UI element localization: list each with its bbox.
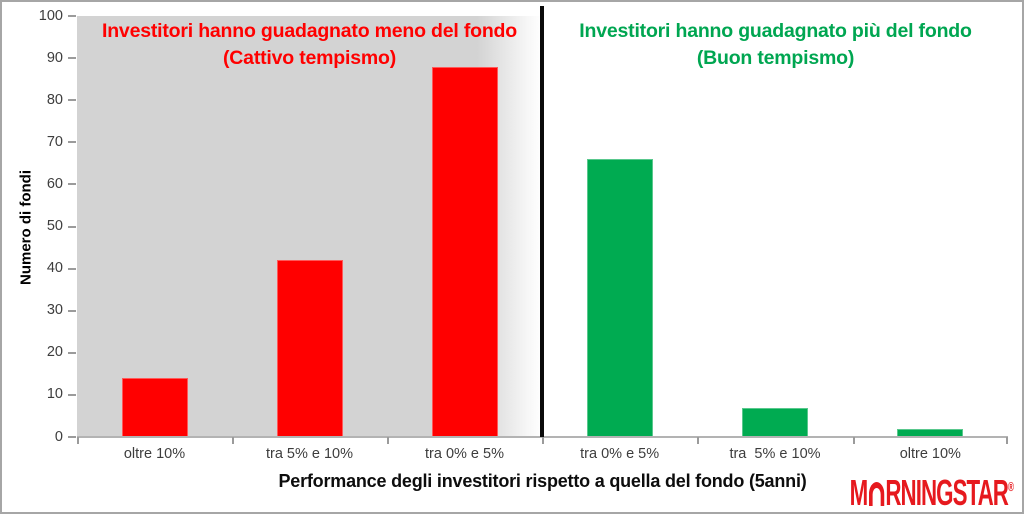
x-category-label: oltre 10% bbox=[899, 446, 961, 462]
y-tick-label: 10 bbox=[46, 386, 63, 403]
x-category-label: tra 5% e 10% bbox=[729, 446, 821, 462]
y-tick-label: 0 bbox=[54, 428, 63, 445]
bad-timing-title: Investitori hanno guadagnato meno del fo… bbox=[77, 18, 542, 72]
x-tick bbox=[852, 437, 855, 444]
morningstar-logo: M RNINGSTAR® bbox=[850, 468, 1014, 512]
y-tick bbox=[68, 225, 76, 228]
y-tick bbox=[68, 436, 76, 438]
y-tick bbox=[68, 309, 76, 312]
y-tick-label: 70 bbox=[46, 133, 63, 150]
x-category-label: tra 5% e 10% bbox=[265, 446, 354, 462]
registered-trademark-icon: ® bbox=[1008, 479, 1014, 494]
good-timing-title-line2: (Buon tempismo) bbox=[696, 47, 855, 69]
y-tick bbox=[68, 99, 76, 102]
y-tick bbox=[68, 393, 76, 396]
bar-good-timing-2 bbox=[742, 407, 808, 437]
y-tick bbox=[68, 57, 76, 60]
y-tick-label: 30 bbox=[46, 302, 63, 319]
y-tick-label: 40 bbox=[46, 260, 63, 277]
bad-timing-title-line1: Investitori hanno guadagnato meno del fo… bbox=[102, 20, 517, 42]
logo-letter-m: M bbox=[849, 472, 869, 513]
x-tick bbox=[232, 437, 234, 444]
logo-arc-o-icon bbox=[868, 482, 885, 506]
y-tick-label: 20 bbox=[46, 344, 63, 361]
x-tick bbox=[697, 437, 700, 444]
x-category-label: tra 0% e 5% bbox=[580, 446, 660, 462]
good-timing-title: Investitori hanno guadagnato più del fon… bbox=[543, 18, 1008, 72]
bar-bad-timing-3 bbox=[431, 66, 498, 437]
y-tick bbox=[68, 351, 76, 354]
group-divider-line bbox=[540, 6, 544, 437]
plot-area: 0 10 20 30 40 50 60 70 80 90 100 bbox=[39, 8, 1008, 445]
y-tick bbox=[68, 15, 76, 17]
x-category-label: oltre 10% bbox=[123, 446, 186, 462]
y-tick-label: 90 bbox=[46, 49, 63, 66]
x-tick bbox=[1006, 437, 1008, 444]
bad-timing-title-line2: (Cattivo tempismo) bbox=[223, 47, 396, 69]
y-tick bbox=[68, 141, 76, 144]
good-timing-title-line1: Investitori hanno guadagnato più del fon… bbox=[579, 20, 972, 42]
y-tick bbox=[68, 183, 76, 186]
x-axis-title: Performance degli investitori rispetto a… bbox=[278, 471, 807, 491]
x-category-label: tra 0% e 5% bbox=[425, 446, 504, 462]
bar-good-timing-3 bbox=[897, 428, 964, 437]
y-tick-label: 100 bbox=[38, 7, 63, 24]
x-tick bbox=[387, 437, 389, 444]
bar-good-timing-1 bbox=[586, 159, 653, 437]
y-tick-label: 80 bbox=[46, 91, 63, 108]
logo-text: RNINGSTAR bbox=[885, 472, 1009, 513]
y-tick bbox=[68, 267, 76, 270]
x-tick bbox=[542, 437, 544, 444]
x-tick bbox=[77, 437, 79, 444]
y-tick-label: 60 bbox=[46, 175, 63, 192]
bar-bad-timing-1 bbox=[121, 378, 188, 437]
y-tick-label: 50 bbox=[46, 218, 63, 234]
bar-bad-timing-2 bbox=[276, 260, 343, 437]
